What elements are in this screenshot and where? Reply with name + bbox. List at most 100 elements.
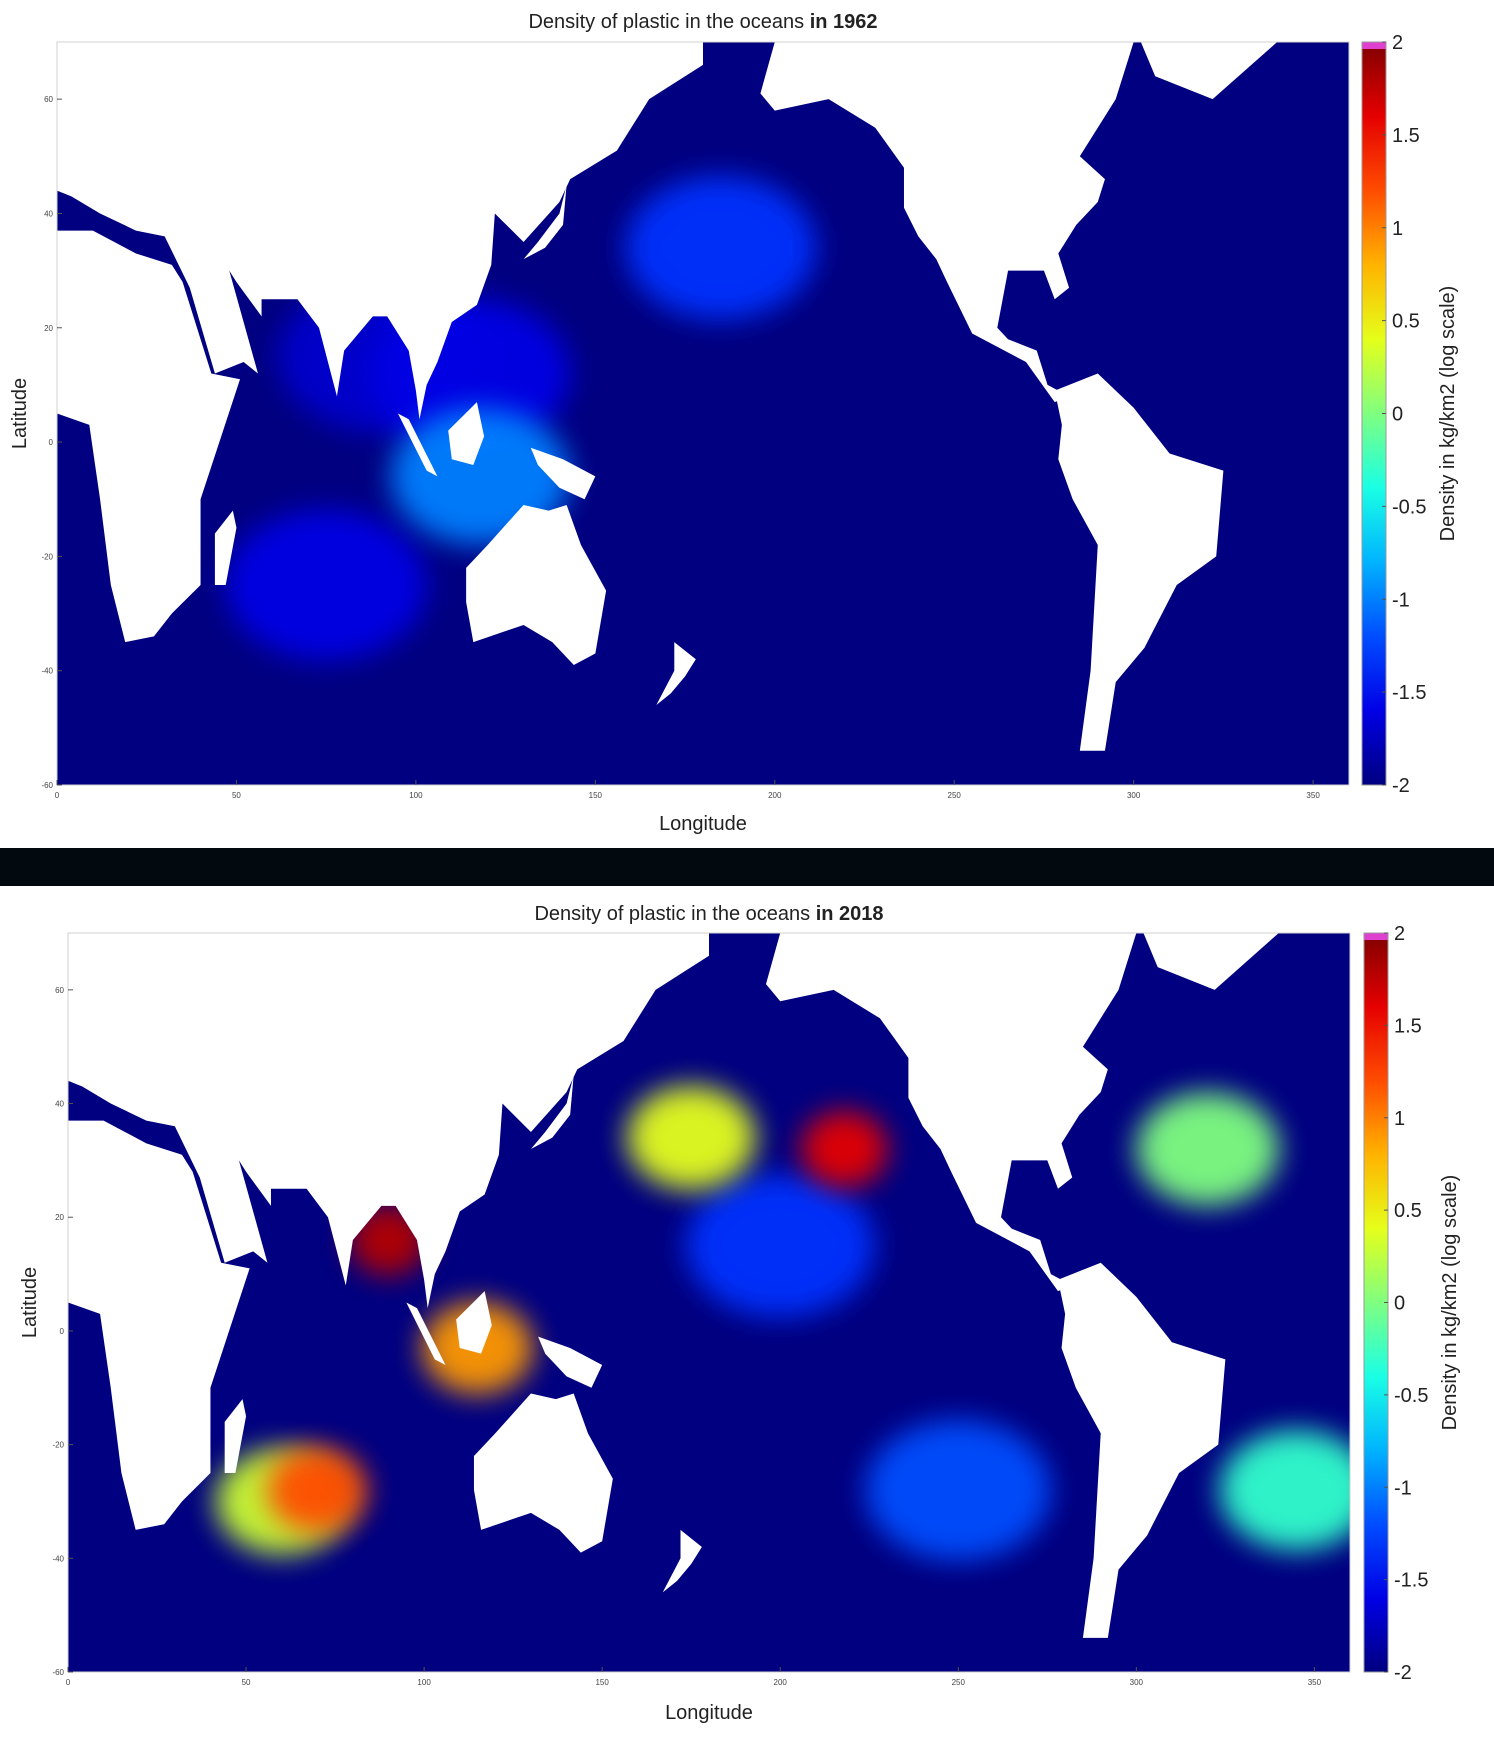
y-tick-label: 40 bbox=[44, 209, 53, 218]
land-south-america bbox=[1054, 373, 1224, 751]
y-tick-label: 40 bbox=[55, 1100, 64, 1109]
x-tick-label: 250 bbox=[948, 791, 962, 800]
hotspot-north-pacific-gyre bbox=[626, 1085, 756, 1190]
colorbar-tick-label: -1.5 bbox=[1394, 1570, 1428, 1592]
colorbar-tick-label: 0.5 bbox=[1392, 311, 1420, 333]
land-madagascar bbox=[214, 510, 237, 585]
y-tick-label: -40 bbox=[41, 667, 53, 676]
land-greenland bbox=[1143, 933, 1279, 990]
x-tick-label: 150 bbox=[595, 1678, 609, 1687]
y-tick-label: 0 bbox=[49, 438, 54, 447]
x-tick-label: 200 bbox=[774, 1678, 788, 1687]
y-tick-label: 0 bbox=[60, 1327, 65, 1336]
y-tick-label: -20 bbox=[41, 552, 53, 561]
x-axis-label: Longitude bbox=[659, 813, 747, 835]
colorbar-tick-label: -1 bbox=[1392, 589, 1410, 611]
chart-title-prefix: Density of plastic in the oceans bbox=[528, 11, 809, 33]
land-japan bbox=[530, 1075, 574, 1150]
y-axis-label: Latitude bbox=[9, 378, 31, 449]
colorbar-tick-label: 1.5 bbox=[1394, 1015, 1422, 1037]
hotspot-south-indian-ocean bbox=[225, 509, 427, 661]
chart-panel-1962: 0 50 100 150 200 250 300 350 -60 -40 -20 0 20 40 60 Den… bbox=[0, 0, 1494, 848]
colorbar-overflow-cap bbox=[1362, 42, 1386, 49]
y-tick-label: 60 bbox=[44, 95, 53, 104]
land-africa bbox=[57, 230, 241, 643]
x-tick-label: 200 bbox=[768, 791, 782, 800]
y-tick-label: -40 bbox=[52, 1554, 64, 1563]
y-axis-label: Latitude bbox=[19, 1267, 41, 1338]
colorbar-overflow-cap bbox=[1364, 933, 1388, 940]
y-tick-label: -20 bbox=[52, 1441, 64, 1450]
x-tick-label: 100 bbox=[409, 791, 423, 800]
land-north-america bbox=[765, 933, 1137, 1292]
colorbar-tick-label: -2 bbox=[1392, 775, 1410, 797]
x-tick-label: 300 bbox=[1130, 1678, 1144, 1687]
land-eurasia bbox=[68, 933, 709, 1309]
hotspot-north-pacific-gyre bbox=[625, 175, 817, 320]
colorbar-tick-label: 2 bbox=[1392, 32, 1403, 54]
x-tick-label: 350 bbox=[1306, 791, 1320, 800]
x-tick-label: 50 bbox=[242, 1678, 251, 1687]
land-new-zealand bbox=[656, 642, 696, 705]
hotspot-equatorial-pacific-band bbox=[685, 1174, 875, 1318]
land-greenland bbox=[1140, 42, 1278, 100]
x-tick-label: 250 bbox=[952, 1678, 966, 1687]
land-australia bbox=[466, 504, 607, 665]
chart-panel-2018: 0 50 100 150 200 250 300 350 -60 -40 -20 0 20 40 60 Den… bbox=[0, 886, 1494, 1732]
plot-frame bbox=[67, 932, 1351, 1673]
land-new-guinea bbox=[530, 447, 596, 500]
colorbar-tick-label: 2 bbox=[1394, 923, 1405, 945]
colorbar-tick-label: 0.5 bbox=[1394, 1200, 1422, 1222]
land-japan bbox=[523, 184, 567, 260]
hotspot-south-indian-ocean-gyre-core bbox=[266, 1447, 368, 1533]
land-sumatra bbox=[406, 1302, 446, 1366]
chart-title-year: in 2018 bbox=[816, 903, 884, 925]
plot-frame bbox=[56, 41, 1350, 786]
land-africa bbox=[68, 1120, 250, 1530]
land-madagascar bbox=[224, 1399, 247, 1474]
x-tick-label: 0 bbox=[66, 1678, 71, 1687]
y-tick-label: 20 bbox=[55, 1213, 64, 1222]
hotspot-south-pacific-band bbox=[865, 1419, 1052, 1561]
x-axis-label: Longitude bbox=[665, 1702, 753, 1724]
colorbar-tick-label: 1 bbox=[1392, 218, 1403, 240]
land-eurasia bbox=[57, 42, 703, 420]
land-sumatra bbox=[397, 413, 438, 477]
x-tick-label: 0 bbox=[55, 791, 60, 800]
y-tick-label: -60 bbox=[41, 781, 53, 790]
x-tick-label: 350 bbox=[1308, 1678, 1322, 1687]
colorbar-label: Density in kg/km2 (log scale) bbox=[1437, 286, 1459, 542]
colorbar-tick-label: -0.5 bbox=[1394, 1385, 1428, 1407]
colorbar-tick-label: 0 bbox=[1392, 404, 1403, 426]
land-north-america bbox=[760, 42, 1134, 403]
chart-title: Density of plastic in the oceans in 2018 bbox=[534, 903, 883, 925]
land-layer bbox=[57, 42, 1278, 751]
land-south-america bbox=[1057, 1262, 1226, 1638]
hotspot-south-atlantic-gyre bbox=[1219, 1430, 1350, 1551]
x-tick-label: 150 bbox=[589, 791, 603, 800]
heatmap-chart-2018: 0 50 100 150 200 250 300 350-60-40-200204060Den… bbox=[19, 903, 1461, 1724]
y-tick-label: 20 bbox=[44, 324, 53, 333]
land-new-guinea bbox=[538, 1336, 603, 1388]
x-tick-label: 300 bbox=[1127, 791, 1141, 800]
colorbar-tick-label: -0.5 bbox=[1392, 496, 1426, 518]
land-new-zealand bbox=[662, 1529, 702, 1593]
x-tick-label: 100 bbox=[417, 1678, 431, 1687]
hotspot-layer bbox=[215, 1085, 1350, 1561]
hotspot-north-atlantic-gyre bbox=[1135, 1092, 1280, 1206]
y-tick-label: -60 bbox=[52, 1668, 64, 1677]
panel-separator bbox=[0, 848, 1494, 886]
colorbar-label: Density in kg/km2 (log scale) bbox=[1439, 1175, 1461, 1431]
chart-title-year: in 1962 bbox=[810, 11, 878, 33]
land-layer bbox=[68, 933, 1279, 1638]
heatmap-chart-1962: 0 50 100 150 200 250 300 350-60-40-200204060Den… bbox=[9, 11, 1459, 835]
y-tick-label: 60 bbox=[55, 986, 64, 995]
colorbar-tick-label: 1 bbox=[1394, 1108, 1405, 1130]
colorbar-tick-label: -1.5 bbox=[1392, 682, 1426, 704]
x-tick-label: 50 bbox=[232, 791, 241, 800]
hotspot-north-pacific-gyre-core bbox=[800, 1110, 888, 1188]
colorbar-tick-label: 1.5 bbox=[1392, 125, 1420, 147]
colorbar-tick-label: -1 bbox=[1394, 1477, 1412, 1499]
colorbar-tick-label: 0 bbox=[1394, 1293, 1405, 1315]
land-australia bbox=[473, 1393, 613, 1553]
